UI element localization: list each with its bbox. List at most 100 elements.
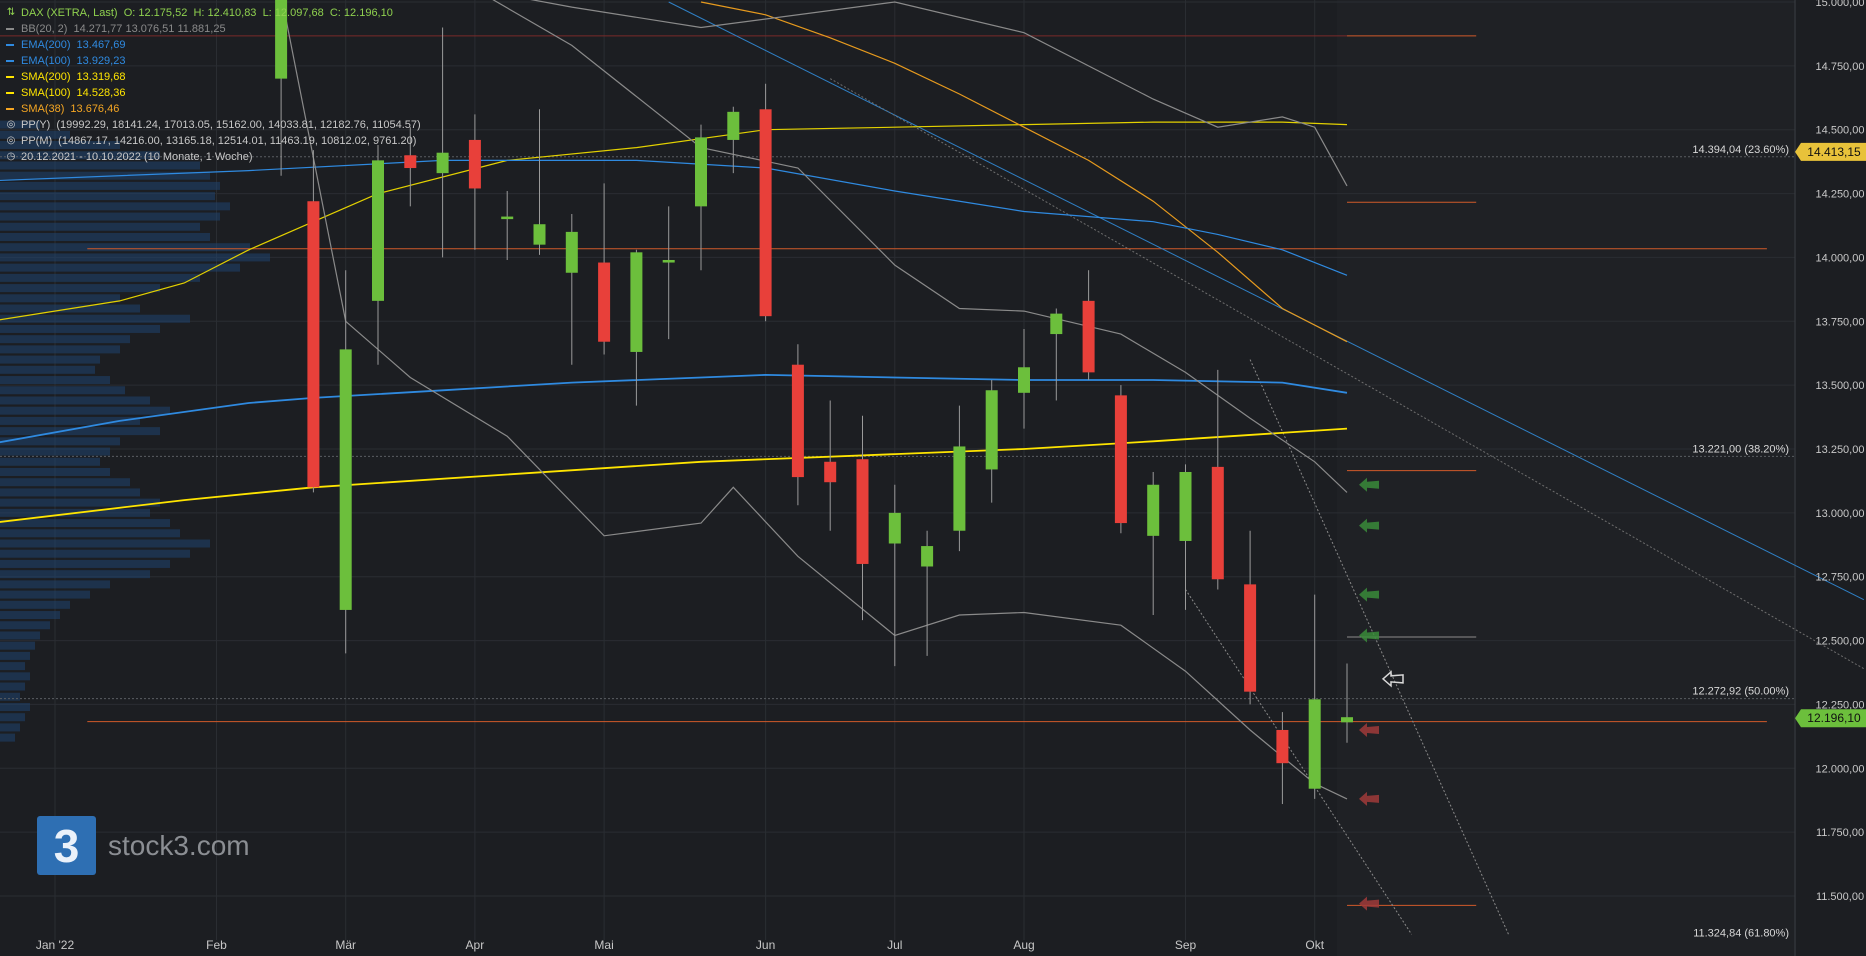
legend-values: 13.676,46 <box>70 103 120 115</box>
y-tick-label: 14.500,00 <box>1816 125 1865 137</box>
volume-bar <box>0 243 250 252</box>
candle-down <box>1082 270 1095 381</box>
volume-bar <box>0 692 20 701</box>
candle-up <box>662 206 675 340</box>
legend-values: 14.271,77 13.076,51 11.881,25 <box>73 23 226 35</box>
volume-bar <box>0 376 110 385</box>
candle-body <box>372 160 384 301</box>
volume-bar <box>0 488 140 497</box>
candle-body <box>307 201 320 488</box>
candle-up <box>501 191 514 260</box>
signal-arrow-icon <box>1359 628 1379 643</box>
legend-pivot-y[interactable]: ◎ PP(Y) (19992.29, 18141.24, 17013.05, 1… <box>6 119 421 131</box>
volume-bar <box>0 467 110 476</box>
signal-arrows <box>1359 477 1404 911</box>
trendline <box>1185 589 1413 935</box>
volume-bar <box>0 232 210 241</box>
candle-down <box>1114 385 1127 534</box>
y-tick-label: 11.500,00 <box>1816 891 1864 903</box>
y-tick-label: 13.750,00 <box>1816 316 1865 328</box>
legend-item-ema-100[interactable]: EMA(100) 13.929,23 <box>6 53 421 69</box>
volume-bar <box>0 161 200 170</box>
candle-body <box>1179 471 1192 541</box>
stock3-logo: 3 stock3.com <box>37 816 250 875</box>
candle-body <box>662 259 675 263</box>
candle-body <box>275 0 288 79</box>
volume-bar <box>0 519 170 528</box>
candle-up <box>888 484 901 667</box>
volume-bar <box>0 478 130 487</box>
candle-body <box>695 137 707 207</box>
candle-up <box>630 249 643 406</box>
candle-body <box>1211 466 1224 580</box>
legend-name: EMA(200) <box>21 39 71 51</box>
volume-bar <box>0 406 170 415</box>
candle-body <box>1082 300 1095 373</box>
clock-icon: ◷ <box>6 151 16 162</box>
volume-bar <box>0 141 120 150</box>
volume-bar <box>0 345 120 354</box>
legend-values: 14.528,36 <box>76 87 126 99</box>
legend-name: SMA(200) <box>21 71 71 83</box>
indicator-bb-middle <box>281 0 1348 800</box>
x-tick-label: Mai <box>594 938 613 952</box>
volume-bar <box>0 713 25 722</box>
legend-pivot-m[interactable]: ◎ PP(M) (14867.17, 14216.00, 13165.18, 1… <box>6 135 417 147</box>
signal-arrow-icon <box>1359 722 1379 737</box>
candle-down <box>598 183 611 355</box>
candle-body <box>339 349 352 610</box>
volume-bar <box>0 202 230 211</box>
volume-bar <box>0 253 270 262</box>
x-tick-label: Feb <box>206 938 227 952</box>
candle-body <box>1308 699 1321 789</box>
signal-arrow-icon <box>1359 587 1379 602</box>
candle-up <box>372 145 384 365</box>
indicator-sma-38 <box>700 1 1348 343</box>
legend-header: ⇅ DAX (XETRA, Last) O: 12.175,52 H: 12.4… <box>6 5 421 21</box>
candle-body <box>565 231 578 273</box>
fib-label: 13.221,00 (38.20%) <box>1692 443 1789 455</box>
y-tick-label: 12.250,00 <box>1816 699 1865 711</box>
legend-item-sma-200[interactable]: SMA(200) 13.319,68 <box>6 69 421 85</box>
candle-body <box>1018 367 1030 393</box>
legend-name: SMA(38) <box>21 103 65 115</box>
candle-body <box>533 224 546 245</box>
volume-bar <box>0 273 200 282</box>
volume-bar <box>0 611 60 620</box>
volume-bar <box>0 427 160 436</box>
candle-down <box>824 400 837 531</box>
candle-body <box>727 111 740 140</box>
ohlc-high: H: 12.410,83 <box>193 7 257 19</box>
candle-up <box>985 380 998 503</box>
indicator-sma-200 <box>0 427 1348 523</box>
price-marker-label: 14.413,15 <box>1807 145 1861 159</box>
volume-bar <box>0 222 200 231</box>
legend-item-bb-20-2[interactable]: BB(20, 2) 14.271,77 13.076,51 11.881,25 <box>6 21 421 37</box>
candle-down <box>791 344 804 506</box>
indicator-bb-lower <box>492 0 1348 493</box>
volume-bar <box>0 529 180 538</box>
volume-bar <box>0 631 40 640</box>
legend-item-sma-38[interactable]: SMA(38) 13.676,46 <box>6 101 421 117</box>
candle-body <box>1341 717 1353 723</box>
legend-item-ema-200[interactable]: EMA(200) 13.467,69 <box>6 37 421 53</box>
candle-up <box>1050 308 1063 401</box>
volume-bar <box>0 212 220 221</box>
signal-arrow-icon <box>1359 791 1379 806</box>
x-tick-label: Apr <box>466 938 485 952</box>
indicator-bb-upper <box>530 0 1348 187</box>
legend-item-sma-100[interactable]: SMA(100) 14.528,36 <box>6 85 421 101</box>
chart-type-icon[interactable]: ⇅ <box>6 7 16 18</box>
candle-body <box>953 446 966 531</box>
volume-bar <box>0 151 160 160</box>
candle-body <box>1050 313 1063 335</box>
candle-up <box>1308 594 1321 799</box>
volume-bar <box>0 365 95 374</box>
y-tick-label: 13.250,00 <box>1816 444 1865 456</box>
volume-bar <box>0 580 110 589</box>
candle-up <box>695 124 707 271</box>
candle-body <box>404 155 417 169</box>
candle-body <box>598 262 611 342</box>
candle-body <box>436 152 449 174</box>
